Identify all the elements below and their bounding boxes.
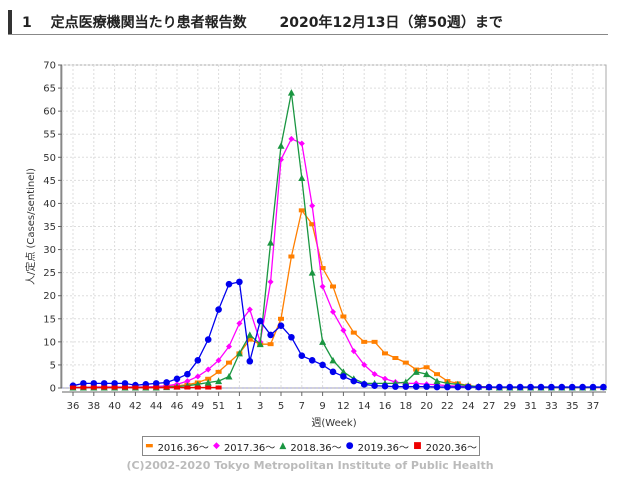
svg-text:18: 18 xyxy=(399,401,412,412)
svg-text:65: 65 xyxy=(43,84,56,95)
svg-text:44: 44 xyxy=(150,401,163,412)
svg-text:36: 36 xyxy=(67,401,80,412)
svg-text:30: 30 xyxy=(43,245,56,256)
circle-marker-icon: ● xyxy=(345,441,354,451)
svg-text:10: 10 xyxy=(43,337,56,348)
svg-text:37: 37 xyxy=(587,401,600,412)
legend-item: ▲ 2018.36～ xyxy=(279,439,341,454)
legend-item: ◆ 2017.36～ xyxy=(213,439,275,454)
svg-text:40: 40 xyxy=(43,199,56,210)
svg-text:40: 40 xyxy=(108,401,121,412)
svg-text:51: 51 xyxy=(212,401,225,412)
svg-text:24: 24 xyxy=(462,401,475,412)
svg-text:50: 50 xyxy=(43,153,56,164)
svg-text:15: 15 xyxy=(43,314,56,325)
legend-label: 2016.36～ xyxy=(157,442,209,454)
svg-text:49: 49 xyxy=(191,401,204,412)
svg-text:60: 60 xyxy=(43,107,56,118)
svg-text:38: 38 xyxy=(87,401,100,412)
legend-item: ● 2019.36～ xyxy=(346,439,409,454)
svg-text:31: 31 xyxy=(524,401,537,412)
heading-accent-bar xyxy=(8,10,12,34)
svg-text:20: 20 xyxy=(43,291,56,302)
svg-text:週(Week): 週(Week) xyxy=(311,417,356,429)
svg-text:22: 22 xyxy=(441,401,454,412)
svg-text:35: 35 xyxy=(566,401,579,412)
svg-text:人/定点 (Cases/sentinel): 人/定点 (Cases/sentinel) xyxy=(24,168,37,285)
legend-label: 2018.36～ xyxy=(290,442,342,454)
diamond-marker-icon: ◆ xyxy=(213,441,220,451)
svg-text:55: 55 xyxy=(43,130,56,141)
legend-item: ▬ 2016.36～ xyxy=(145,439,209,454)
heading-text: 1 定点医療機関当たり患者報告数 2020年12月13日（第50週）まで xyxy=(22,15,503,31)
svg-text:27: 27 xyxy=(483,401,496,412)
svg-text:46: 46 xyxy=(171,401,184,412)
legend-label: 2020.36～ xyxy=(425,442,477,454)
legend-label: 2019.36～ xyxy=(357,442,409,454)
svg-text:0: 0 xyxy=(50,384,56,395)
svg-text:42: 42 xyxy=(129,401,142,412)
svg-text:35: 35 xyxy=(43,222,56,233)
copyright-footer: (C)2002-2020 Tokyo Metropolitan Institut… xyxy=(126,459,494,472)
chart-heading: 1 定点医療機関当たり患者報告数 2020年12月13日（第50週）まで xyxy=(8,8,608,35)
svg-text:70: 70 xyxy=(43,61,56,72)
svg-text:14: 14 xyxy=(358,401,371,412)
svg-text:5: 5 xyxy=(278,401,284,412)
square-marker-icon: ■ xyxy=(413,441,422,451)
svg-text:29: 29 xyxy=(503,401,516,412)
svg-text:20: 20 xyxy=(420,401,433,412)
svg-text:33: 33 xyxy=(545,401,558,412)
svg-text:16: 16 xyxy=(379,401,392,412)
svg-text:1: 1 xyxy=(236,401,242,412)
triangle-marker-icon: ▲ xyxy=(279,441,287,451)
square-marker-icon: ▬ xyxy=(145,441,154,451)
legend-item: ■ 2020.36～ xyxy=(413,439,477,454)
svg-text:25: 25 xyxy=(43,268,56,279)
svg-text:9: 9 xyxy=(319,401,325,412)
svg-text:7: 7 xyxy=(299,401,305,412)
legend-label: 2017.36～ xyxy=(223,442,276,454)
svg-text:3: 3 xyxy=(257,401,263,412)
chart-legend: ▬ 2016.36～ ◆ 2017.36～ ▲ 2018.36～ ● 2019.36～ ■ 202… xyxy=(142,436,480,456)
svg-text:5: 5 xyxy=(50,360,56,371)
svg-text:12: 12 xyxy=(337,401,350,412)
svg-text:45: 45 xyxy=(43,176,56,187)
